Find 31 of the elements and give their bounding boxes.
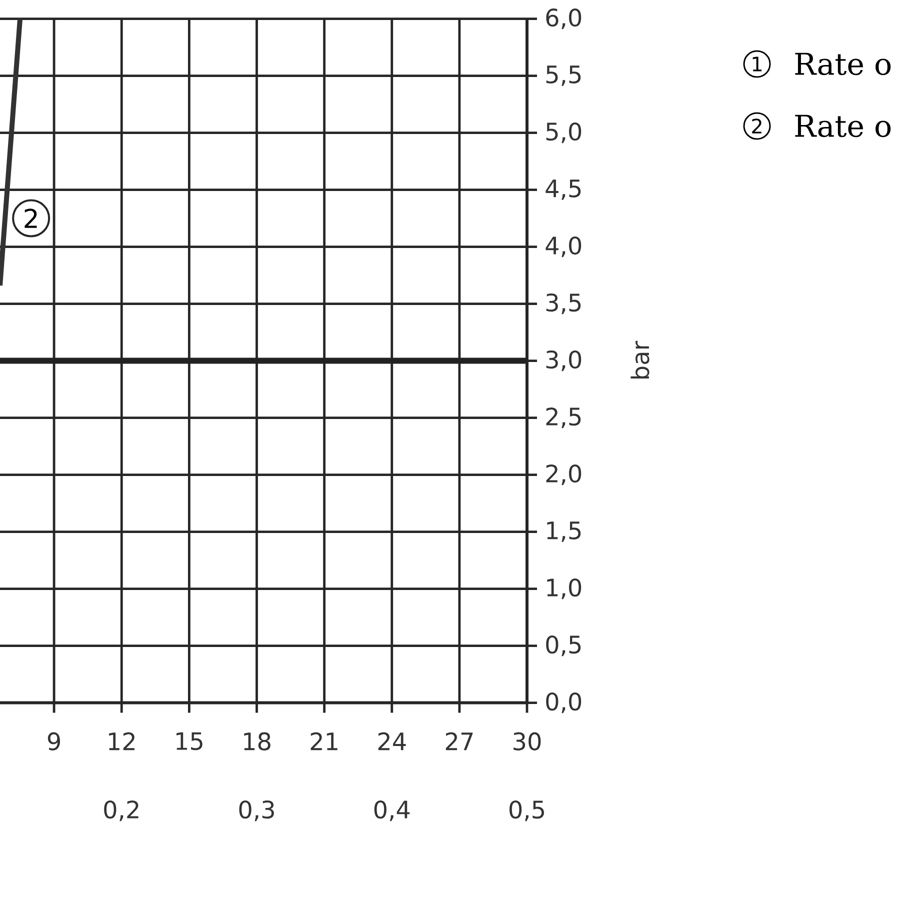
y-tick-label: 4,0 (546, 236, 582, 258)
x-tick-label: 12 (108, 732, 134, 750)
x-tick-label: 30 (514, 732, 541, 750)
x2-tick-label: 0,4 (374, 800, 410, 822)
x-tick-label: 9 (48, 732, 60, 750)
x-tick-label: 21 (310, 732, 338, 750)
x-tick-label: 18 (244, 732, 270, 750)
y-tick-label: 0,5 (546, 635, 581, 656)
x2-tick-label: 0,5 (510, 800, 544, 822)
annotation: 2 (24, 208, 37, 228)
x2-tick-label: 0,2 (104, 800, 138, 822)
y-tick-label: 6,0 (546, 8, 582, 30)
y-tick-label: 5,0 (546, 122, 582, 144)
y-tick-label: 3,5 (546, 293, 581, 314)
y-axis-title: bar (630, 340, 650, 378)
y-tick-label: 0,0 (546, 692, 582, 714)
text: 2 (752, 118, 762, 134)
y-tick-label: 1,5 (547, 522, 581, 542)
text: 1 (752, 56, 762, 72)
y-tick-label: 4,5 (546, 180, 581, 200)
y-tick-label: 5,5 (546, 66, 581, 86)
text: Rate o (795, 52, 891, 76)
y-tick-label: 1,0 (547, 578, 582, 600)
x-tick-label: 15 (176, 732, 202, 750)
x2-tick-label: 0,3 (239, 800, 274, 822)
text: Rate o (795, 114, 891, 138)
y-tick-label: 2,5 (546, 407, 581, 428)
y-tick-label: 2,0 (546, 464, 582, 486)
x-tick-label: 24 (378, 732, 406, 750)
x-tick-label: 27 (446, 732, 473, 750)
y-tick-label: 3,0 (546, 350, 582, 372)
